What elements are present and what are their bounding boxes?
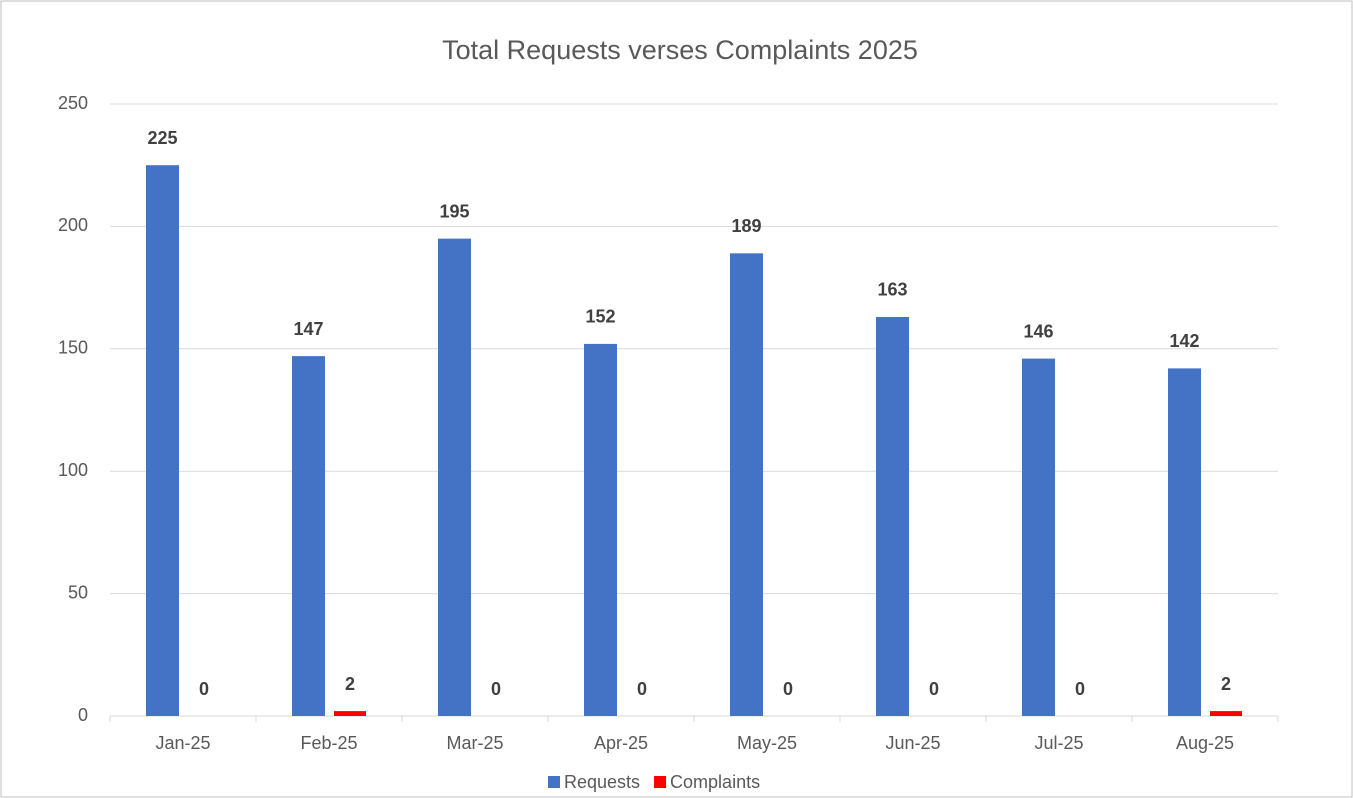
x-tick-label: Aug-25 [1176,733,1234,753]
y-tick-label: 50 [68,582,88,602]
chart-title: Total Requests verses Complaints 2025 [442,35,918,65]
data-label: 142 [1169,331,1199,351]
legend-swatch [654,776,667,788]
data-label: 0 [929,679,939,699]
x-tick-label: May-25 [737,733,797,753]
y-tick-label: 200 [58,215,88,235]
y-tick-label: 0 [78,705,88,725]
data-label: 146 [1023,321,1053,341]
y-tick-label: 100 [58,460,88,480]
data-label: 2 [345,674,355,694]
y-tick-label: 250 [58,93,88,113]
data-label: 195 [439,201,469,221]
data-label: 152 [585,307,615,327]
data-label: 225 [147,128,177,148]
data-label: 0 [783,679,793,699]
data-label: 0 [1075,679,1085,699]
bar [146,165,179,716]
data-label: 163 [877,280,907,300]
data-label: 147 [293,319,323,339]
y-tick-label: 150 [58,338,88,358]
data-label: 189 [731,216,761,236]
bar [438,238,471,716]
bar [292,356,325,716]
bar [730,253,763,716]
data-label: 0 [491,679,501,699]
bar [1168,368,1201,716]
legend-label: Requests [564,772,640,792]
bar [1210,711,1242,716]
x-tick-label: Mar-25 [446,733,503,753]
bar [876,316,909,716]
data-label: 2 [1221,674,1231,694]
x-tick-label: Feb-25 [300,733,357,753]
bar [584,343,617,716]
bar [334,711,366,716]
bar [1022,358,1055,716]
x-tick-label: Apr-25 [594,733,648,753]
data-label: 0 [637,679,647,699]
legend-swatch [548,776,560,788]
x-tick-label: Jul-25 [1034,733,1083,753]
x-tick-label: Jun-25 [885,733,940,753]
data-label: 0 [199,679,209,699]
x-tick-label: Jan-25 [155,733,210,753]
legend-label: Complaints [670,772,760,792]
